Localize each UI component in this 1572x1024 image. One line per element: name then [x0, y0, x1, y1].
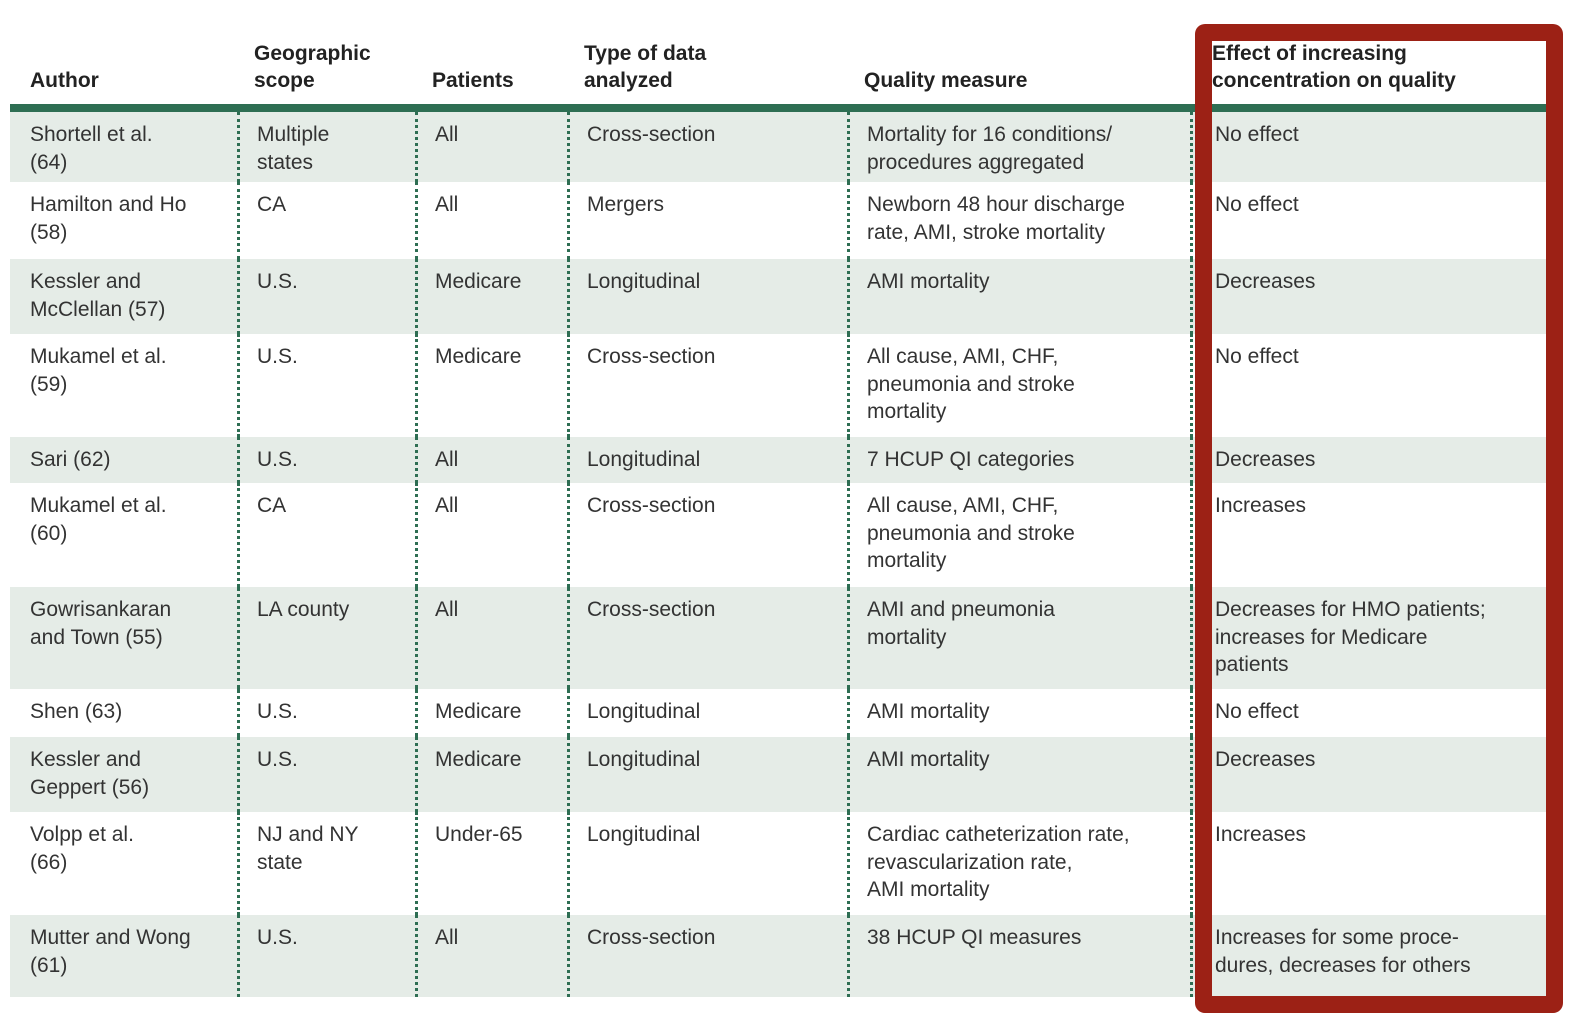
effect-cell: No effect	[1190, 112, 1547, 182]
table-row: Sari (62) U.S. All Longitudinal 7 HCUP Q…	[10, 437, 1547, 483]
author-cell: Kessler and Geppert (56)	[30, 748, 150, 799]
data-type-cell: Longitudinal	[567, 689, 847, 737]
patients-cell: All	[415, 915, 567, 997]
geographic-scope-cell: NJ and NY state	[237, 812, 415, 915]
data-type-cell: Longitudinal	[567, 437, 847, 483]
effect-cell: Increases	[1190, 812, 1547, 915]
effect-cell: Increases for some proce- dures, decreas…	[1190, 915, 1547, 997]
geographic-scope-cell: U.S.	[237, 437, 415, 483]
data-type-cell: Cross-section	[567, 112, 847, 182]
column-header-geographic-scope: Geographic scope	[254, 42, 371, 92]
column-header-effect: Effect of increasing concentration on qu…	[1212, 42, 1456, 92]
table-row: Shen (63) U.S. Medicare Longitudinal AMI…	[10, 689, 1547, 737]
data-type-cell: Cross-section	[567, 915, 847, 997]
effect-cell: Decreases	[1190, 259, 1547, 334]
data-type-cell: Mergers	[567, 182, 847, 259]
geographic-scope-cell: U.S.	[237, 737, 415, 812]
data-type-cell: Longitudinal	[567, 259, 847, 334]
table-row: Mukamel et al. (59) U.S. Medicare Cross-…	[10, 334, 1547, 437]
patients-cell: All	[415, 587, 567, 689]
quality-measure-cell: All cause, AMI, CHF, pneumonia and strok…	[847, 334, 1190, 437]
table-row: Kessler and McClellan (57) U.S. Medicare…	[10, 259, 1547, 334]
effect-cell: Decreases for HMO patients; increases fo…	[1190, 587, 1547, 689]
effect-cell: No effect	[1190, 689, 1547, 737]
geographic-scope-cell: U.S.	[237, 915, 415, 997]
patients-cell: All	[415, 483, 567, 587]
author-cell: Sari (62)	[30, 448, 111, 471]
quality-measure-cell: All cause, AMI, CHF, pneumonia and strok…	[847, 483, 1190, 587]
author-cell: Shortell et al. (64)	[30, 123, 153, 174]
patients-cell: Under-65	[415, 812, 567, 915]
author-cell: Gowrisankaran and Town (55)	[30, 598, 172, 649]
data-type-cell: Cross-section	[567, 334, 847, 437]
effect-cell: Decreases	[1190, 737, 1547, 812]
author-cell: Mutter and Wong (61)	[30, 926, 191, 977]
table-row: Gowrisankaran and Town (55) LA county Al…	[10, 587, 1547, 689]
quality-measure-cell: 7 HCUP QI categories	[847, 437, 1190, 483]
geographic-scope-cell: U.S.	[237, 334, 415, 437]
table-row: Volpp et al. (66) NJ and NY state Under-…	[10, 812, 1547, 915]
data-type-cell: Cross-section	[567, 483, 847, 587]
patients-cell: All	[415, 112, 567, 182]
data-type-cell: Longitudinal	[567, 737, 847, 812]
author-cell: Shen (63)	[30, 700, 123, 723]
geographic-scope-cell: Multiple states	[237, 112, 415, 182]
author-cell: Mukamel et al. (59)	[30, 345, 167, 396]
column-header-patients: Patients	[432, 69, 514, 92]
table-row: Shortell et al. (64) Multiple states All…	[10, 112, 1547, 182]
data-type-cell: Longitudinal	[567, 812, 847, 915]
author-cell: Hamilton and Ho (58)	[30, 193, 187, 244]
patients-cell: Medicare	[415, 689, 567, 737]
patients-cell: All	[415, 437, 567, 483]
data-type-cell: Cross-section	[567, 587, 847, 689]
table-row: Kessler and Geppert (56) U.S. Medicare L…	[10, 737, 1547, 812]
column-header-author: Author	[30, 69, 99, 92]
quality-measure-cell: AMI mortality	[847, 259, 1190, 334]
geographic-scope-cell: U.S.	[237, 259, 415, 334]
author-cell: Mukamel et al. (60)	[30, 494, 167, 545]
patients-cell: All	[415, 182, 567, 259]
geographic-scope-cell: U.S.	[237, 689, 415, 737]
patients-cell: Medicare	[415, 259, 567, 334]
results-table: Author Geographic scope Patients Type of…	[10, 0, 1547, 997]
geographic-scope-cell: CA	[237, 182, 415, 259]
effect-cell: Increases	[1190, 483, 1547, 587]
quality-measure-cell: Newborn 48 hour discharge rate, AMI, str…	[847, 182, 1190, 259]
effect-cell: Decreases	[1190, 437, 1547, 483]
author-cell: Volpp et al. (66)	[30, 823, 134, 874]
quality-measure-cell: AMI mortality	[847, 689, 1190, 737]
geographic-scope-cell: CA	[237, 483, 415, 587]
table-header-row: Author Geographic scope Patients Type of…	[10, 0, 1547, 104]
quality-measure-cell: AMI mortality	[847, 737, 1190, 812]
column-header-data-type: Type of data analyzed	[584, 42, 707, 92]
table-row: Mutter and Wong (61) U.S. All Cross-sect…	[10, 915, 1547, 997]
table-row: Mukamel et al. (60) CA All Cross-section…	[10, 483, 1547, 587]
quality-measure-cell: 38 HCUP QI measures	[847, 915, 1190, 997]
column-header-quality-measure: Quality measure	[864, 69, 1028, 92]
geographic-scope-cell: LA county	[237, 587, 415, 689]
header-rule	[10, 104, 1547, 112]
quality-measure-cell: AMI and pneumonia mortality	[847, 587, 1190, 689]
table-row: Hamilton and Ho (58) CA All Mergers Newb…	[10, 182, 1547, 259]
effect-cell: No effect	[1190, 182, 1547, 259]
quality-measure-cell: Cardiac catheterization rate, revascular…	[847, 812, 1190, 915]
author-cell: Kessler and McClellan (57)	[30, 270, 166, 321]
patients-cell: Medicare	[415, 334, 567, 437]
effect-cell: No effect	[1190, 334, 1547, 437]
quality-measure-cell: Mortality for 16 conditions/ procedures …	[847, 112, 1190, 182]
patients-cell: Medicare	[415, 737, 567, 812]
